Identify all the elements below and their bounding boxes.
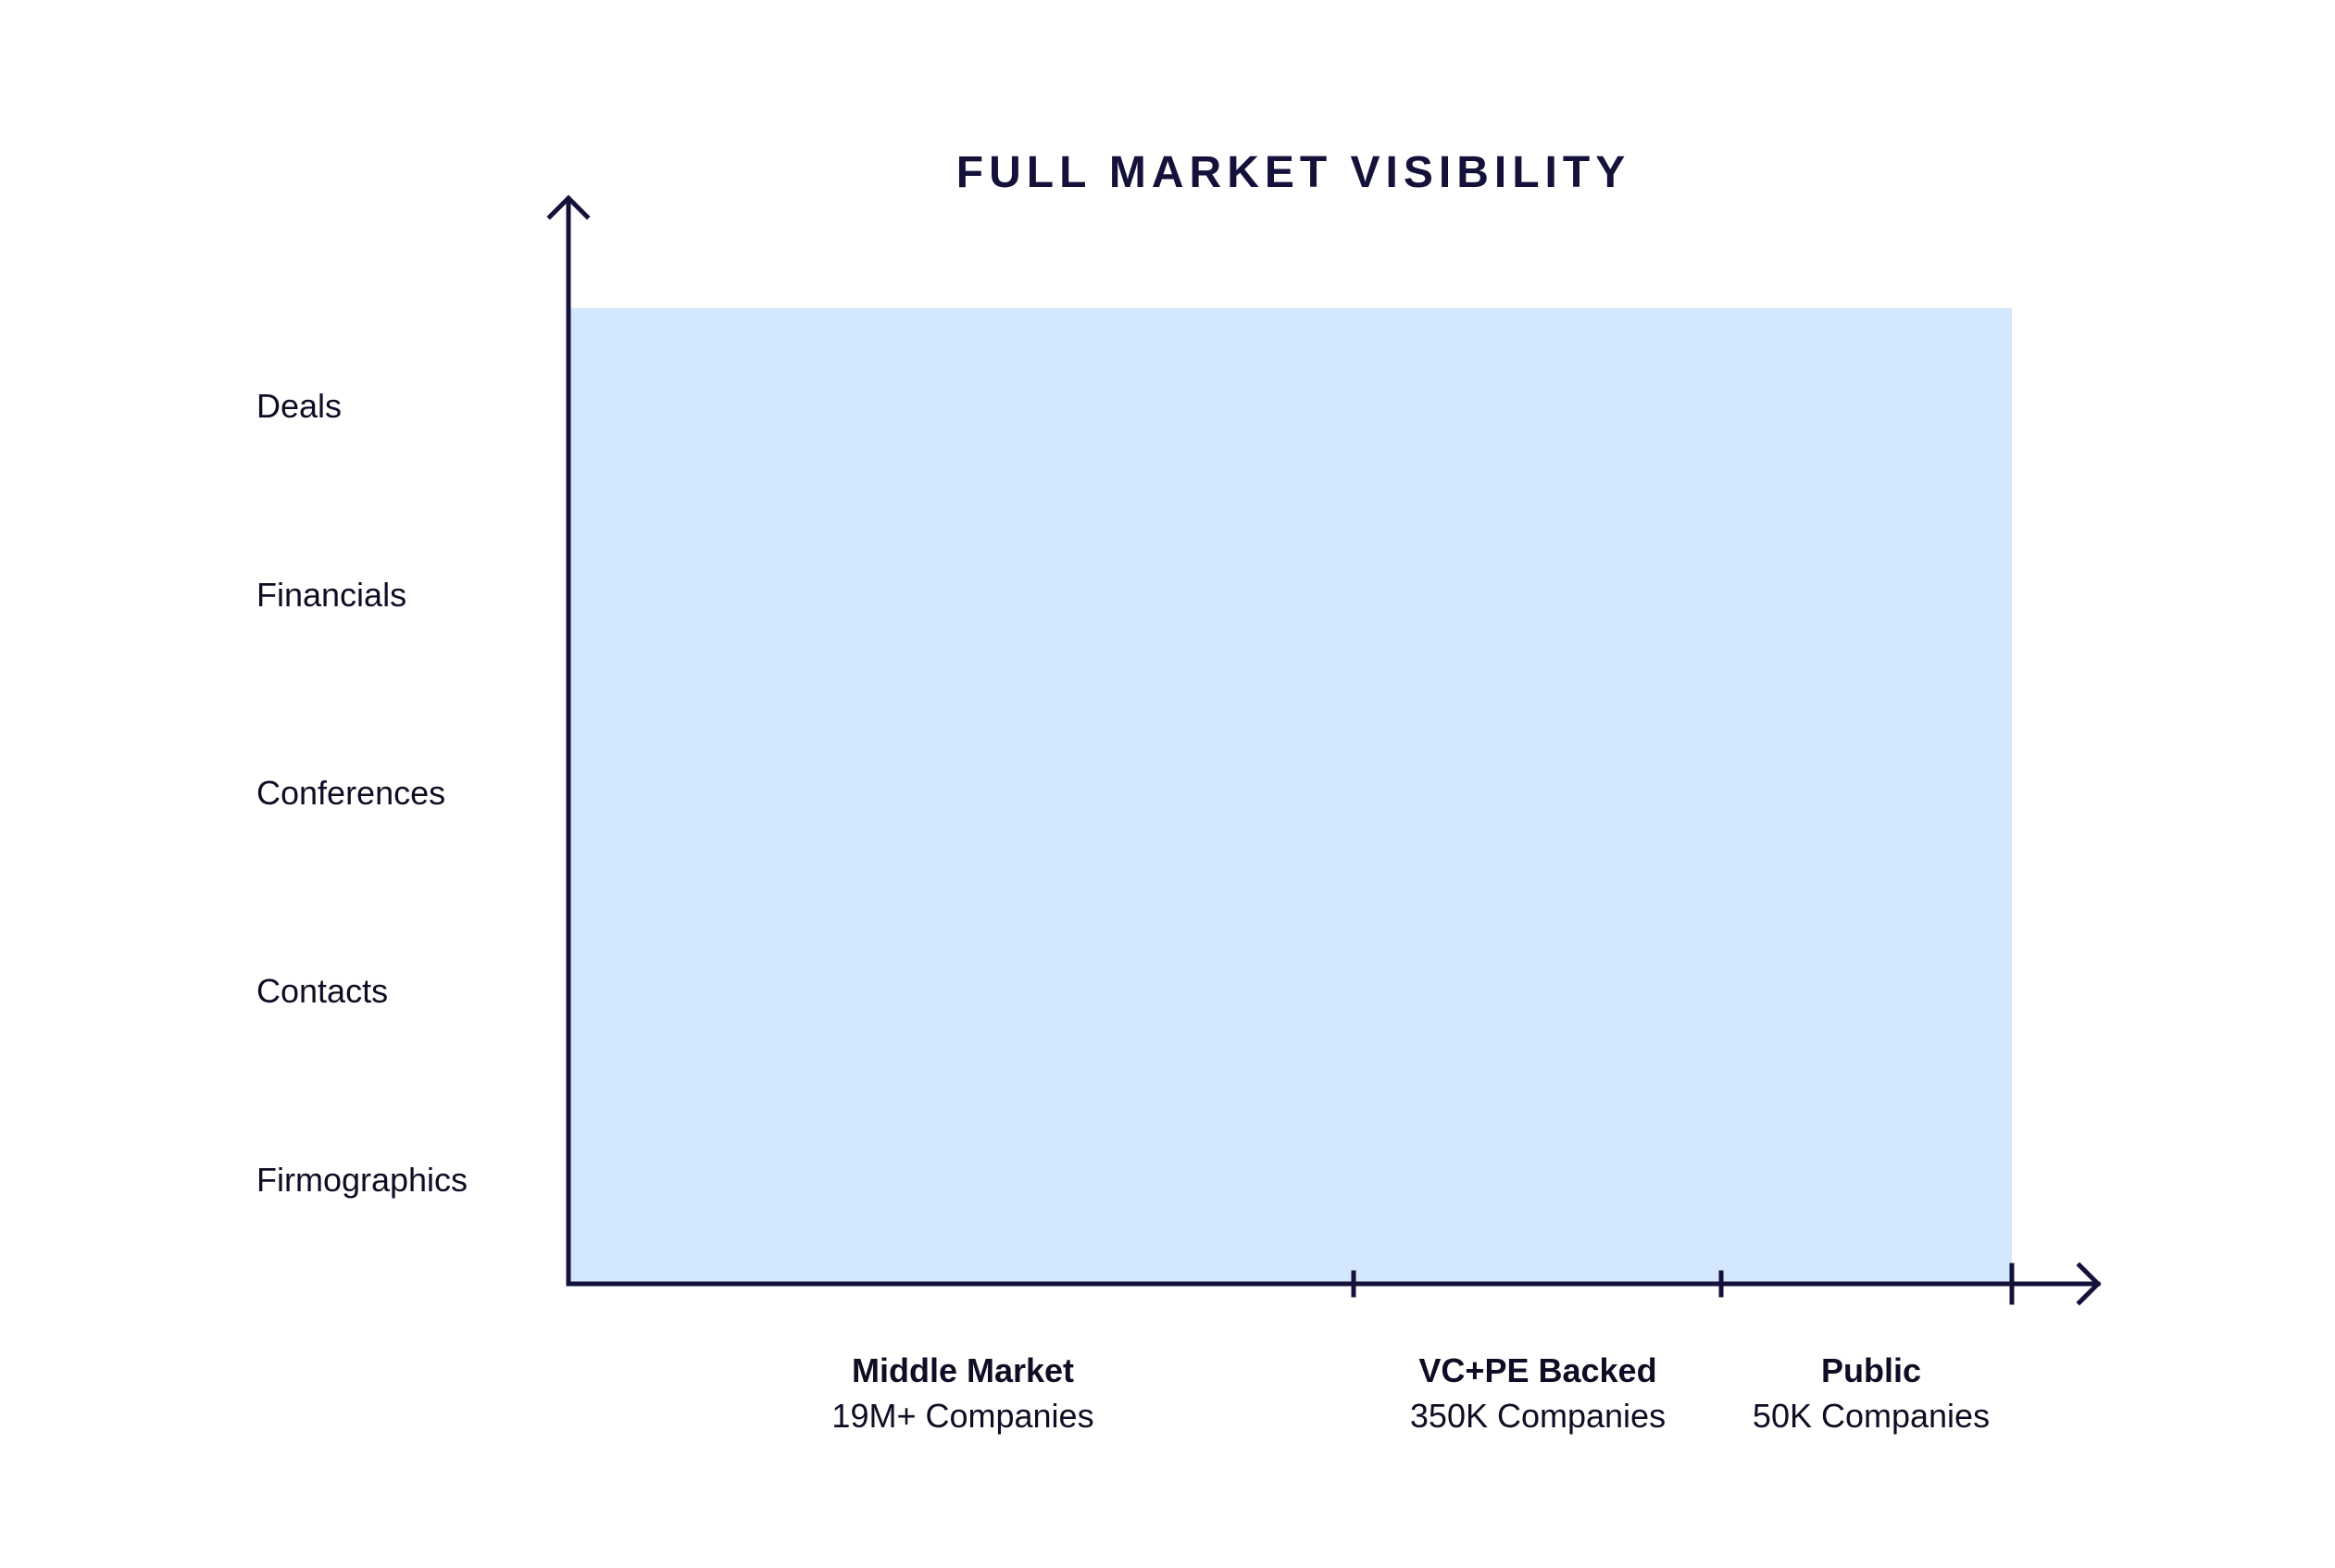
row-label-firmographics: Firmographics xyxy=(256,1161,468,1199)
chart-title: FULL MARKET VISIBILITY xyxy=(956,148,1630,197)
segment-name-vc-pe-backed: VC+PE Backed xyxy=(1418,1351,1656,1389)
segment-count-public: 50K Companies xyxy=(1753,1397,1990,1435)
segment-name-public: Public xyxy=(1821,1351,1921,1389)
segment-count-middle-market: 19M+ Companies xyxy=(831,1397,1093,1435)
row-label-conferences: Conferences xyxy=(256,774,445,812)
coverage-area xyxy=(568,308,2012,1284)
y-axis-arrow-icon xyxy=(546,194,591,220)
segment-count-vc-pe-backed: 350K Companies xyxy=(1410,1397,1666,1435)
row-label-deals: Deals xyxy=(256,387,342,425)
segment-name-middle-market: Middle Market xyxy=(852,1351,1074,1389)
row-label-financials: Financials xyxy=(256,576,406,614)
x-axis-arrow-icon xyxy=(2076,1262,2102,1306)
row-label-contacts: Contacts xyxy=(256,972,388,1010)
